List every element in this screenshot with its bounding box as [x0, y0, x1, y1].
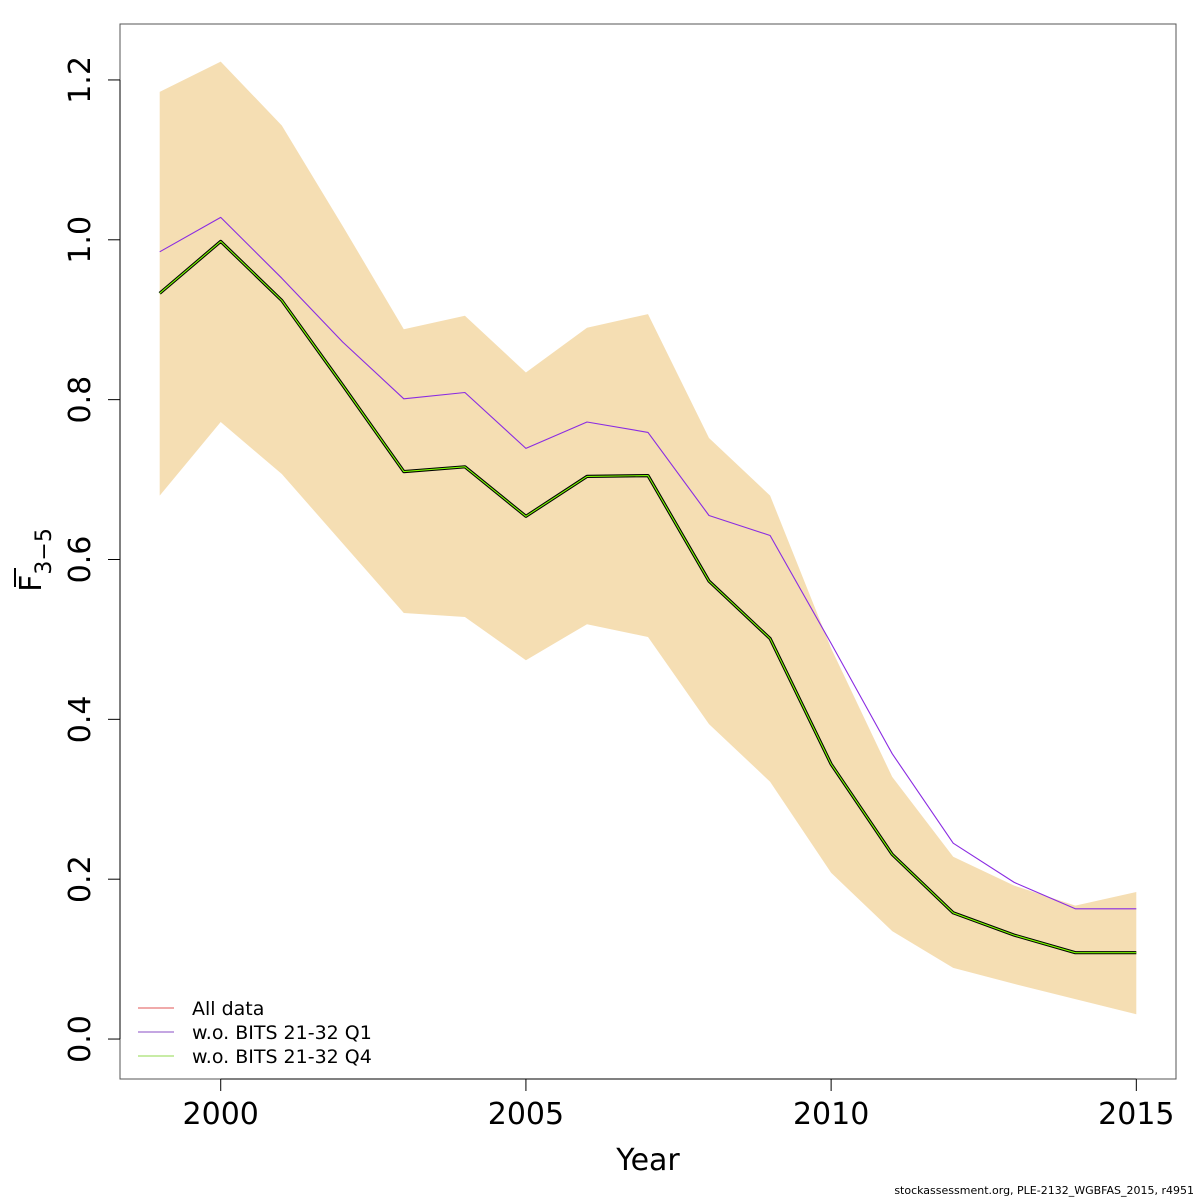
y-axis-title: F3−5	[14, 528, 57, 592]
x-axis-title: Year	[615, 1143, 680, 1178]
footer-note: stockassessment.org, PLE-2132_WGBFAS_201…	[894, 1184, 1194, 1197]
y-axis-title-base: F	[14, 575, 49, 592]
series-line-w-o-bits-21-32-q4	[159, 240, 1137, 954]
y-tick-label: 0.8	[63, 376, 98, 424]
legend-label-all-data: All data	[192, 998, 264, 1020]
x-axis: 2000 2005 2010 2015	[183, 1078, 1175, 1132]
svg-text:F3−5: F3−5	[14, 528, 57, 592]
y-axis-title-subscript: 3−5	[32, 528, 57, 574]
y-axis: 0.0 0.2 0.4 0.6 0.8 1.0 1.2	[63, 56, 121, 1063]
y-tick-label: 0.2	[63, 855, 98, 903]
confidence-band	[159, 61, 1137, 1015]
legend-label-w-o-bits-21-32-q4: w.o. BITS 21-32 Q4	[192, 1046, 372, 1068]
y-tick-label: 1.0	[63, 216, 98, 264]
y-tick-label: 0.0	[63, 1015, 98, 1063]
x-tick-label: 2010	[793, 1097, 869, 1132]
legend-label-w-o-bits-21-32-q1: w.o. BITS 21-32 Q1	[192, 1022, 372, 1044]
x-tick-label: 2005	[488, 1097, 564, 1132]
x-tick-label: 2015	[1098, 1097, 1174, 1132]
y-tick-label: 0.4	[63, 695, 98, 743]
y-tick-label: 1.2	[63, 56, 98, 104]
series-layer	[158, 216, 1137, 955]
series-line-w-o-bits-21-32-q1	[159, 216, 1137, 910]
y-tick-label: 0.6	[63, 536, 98, 584]
x-tick-label: 2000	[183, 1097, 259, 1132]
confidence-band-layer	[159, 61, 1137, 1015]
